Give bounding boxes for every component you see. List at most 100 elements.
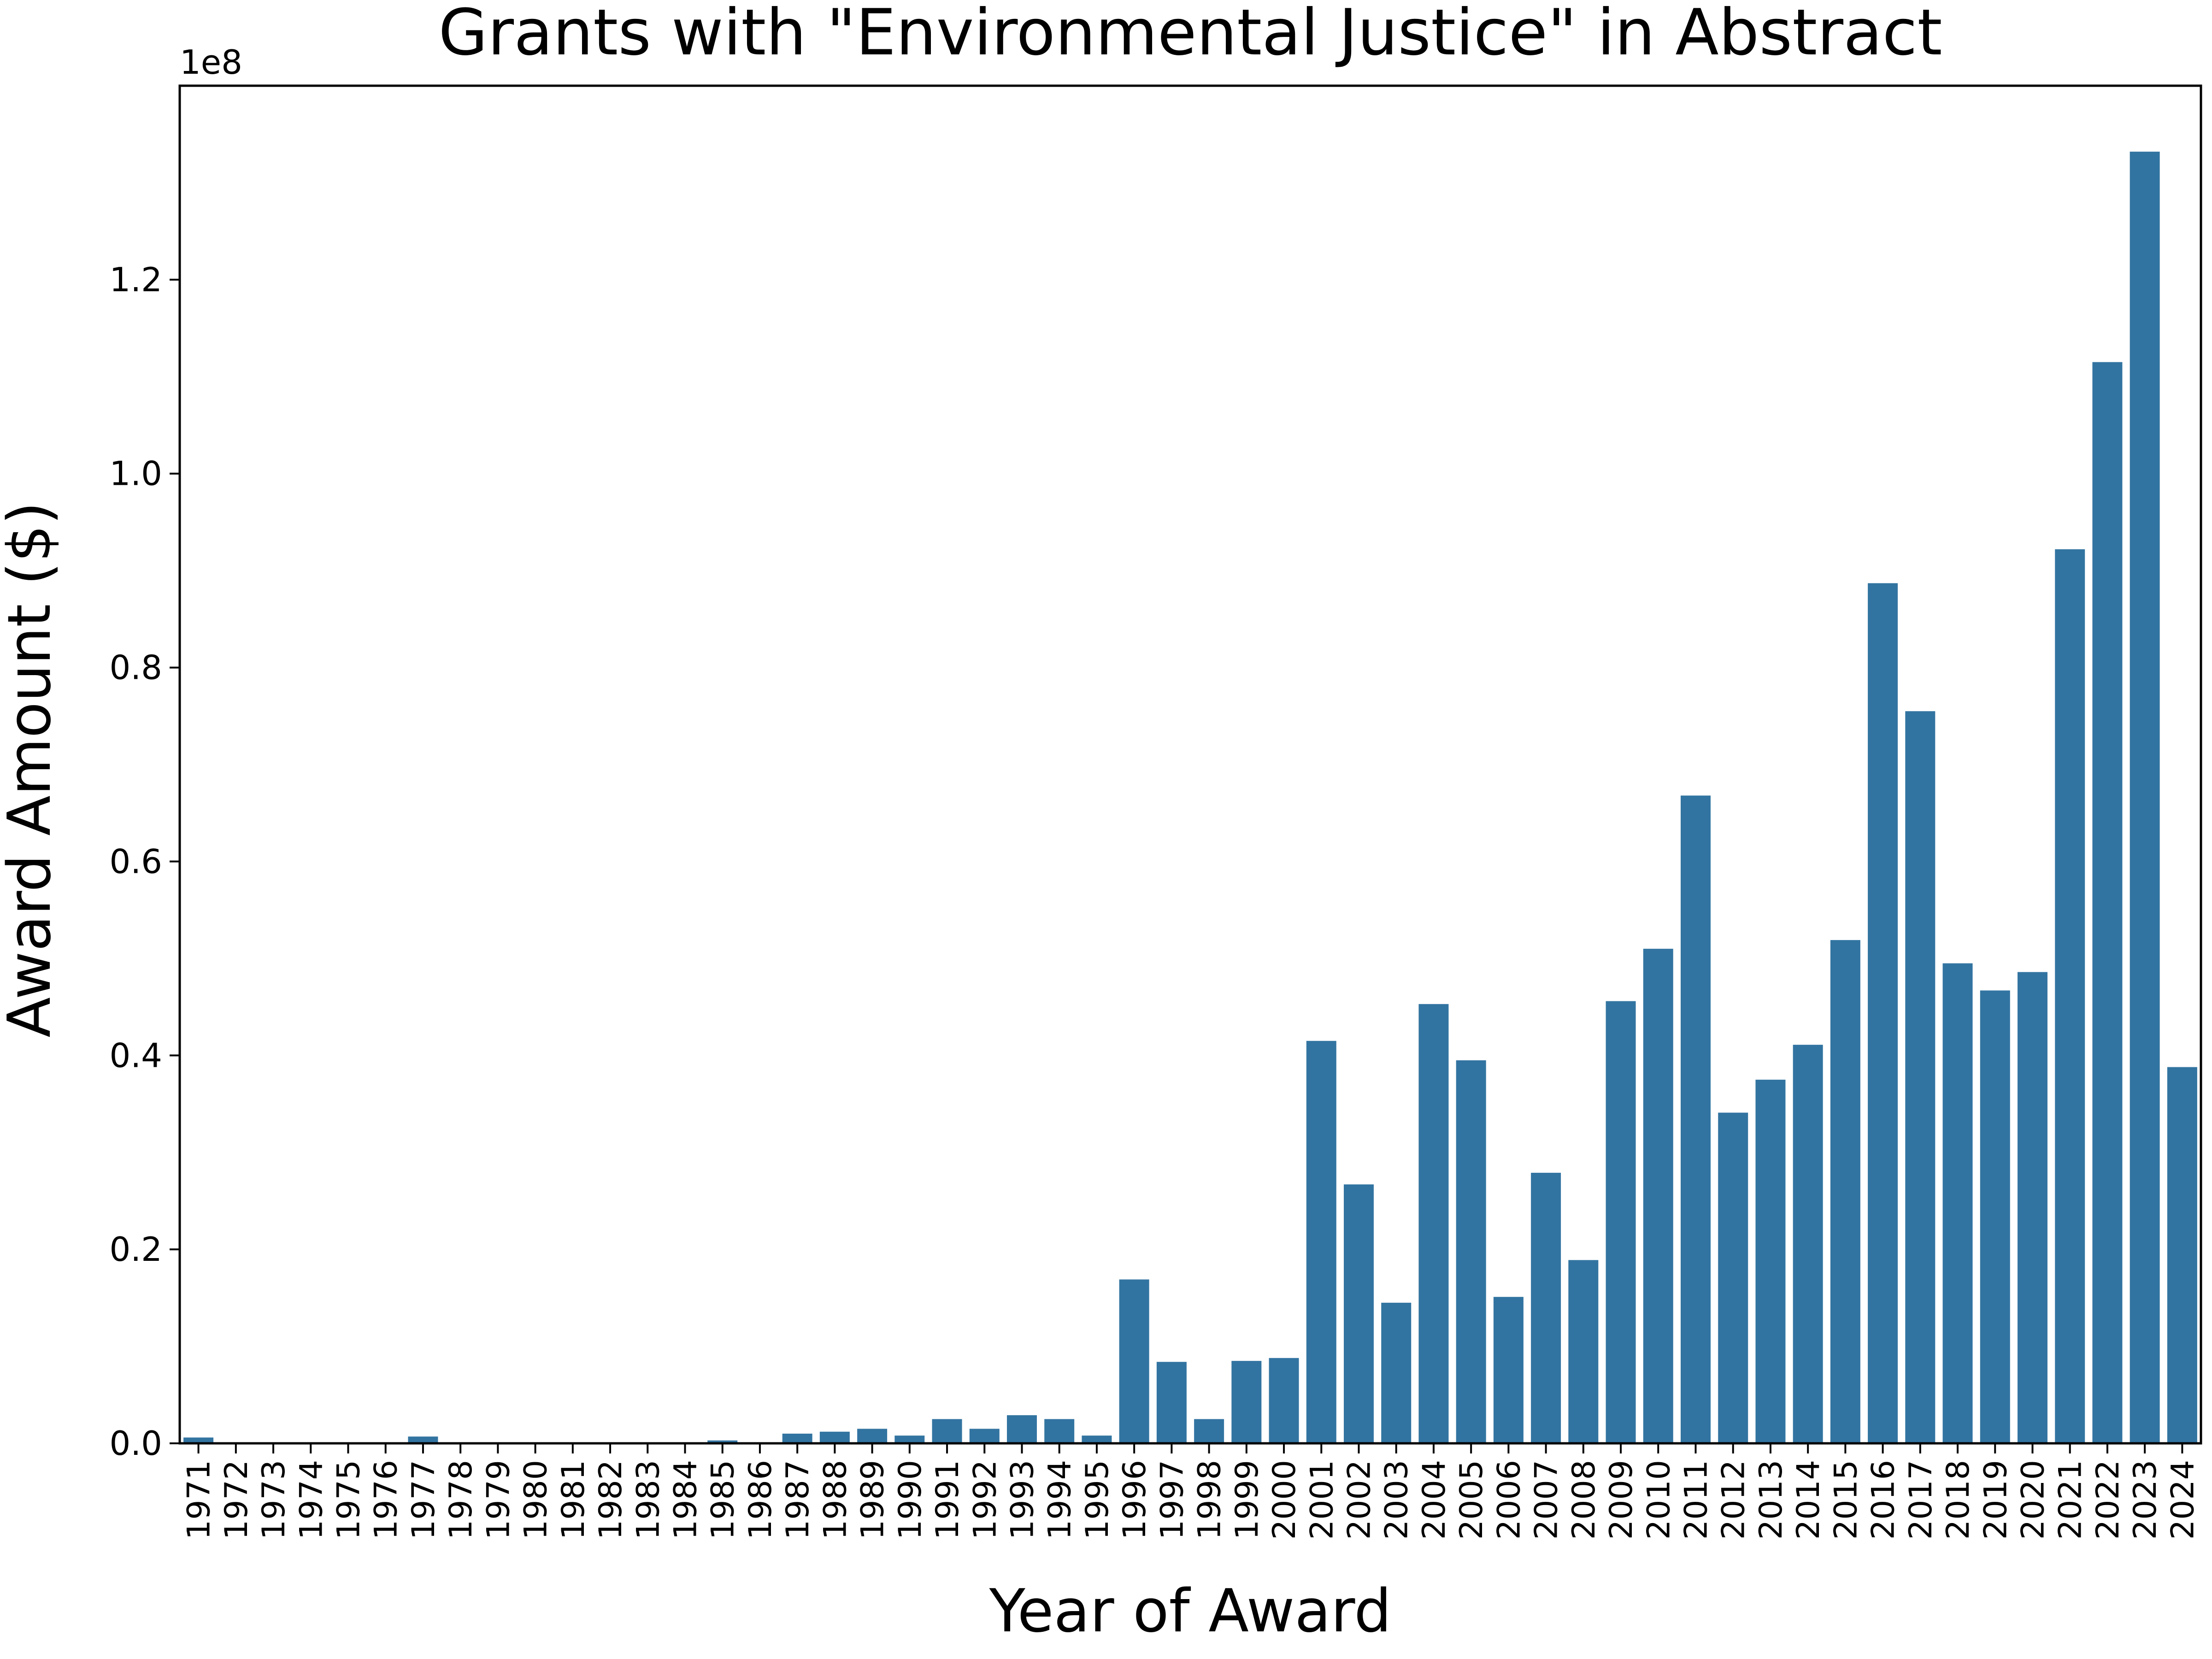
bar-1971 — [183, 1437, 214, 1443]
x-tick-label: 1985 — [705, 1460, 741, 1540]
bar-2015 — [1830, 940, 1860, 1443]
x-tick-label: 1980 — [518, 1460, 554, 1540]
bar-2016 — [1868, 583, 1898, 1443]
bar-2005 — [1456, 1060, 1486, 1443]
x-tick-label: 2011 — [1678, 1460, 1715, 1540]
bar-2009 — [1606, 1001, 1636, 1443]
x-tick-label: 2008 — [1566, 1460, 1602, 1540]
y-tick-label: 0.8 — [109, 648, 162, 687]
x-tick-label: 2019 — [1977, 1460, 2014, 1540]
x-tick-label: 2023 — [2127, 1460, 2164, 1540]
bar-2021 — [2055, 549, 2085, 1443]
x-tick-label: 2001 — [1304, 1460, 1340, 1540]
bar-2013 — [1755, 1079, 1786, 1443]
x-tick-label: 2024 — [2165, 1460, 2201, 1540]
x-tick-label: 1989 — [855, 1460, 891, 1540]
x-tick-label: 1976 — [368, 1460, 405, 1540]
y-axis-offset-label: 1e8 — [180, 43, 242, 82]
bar-2008 — [1568, 1260, 1599, 1443]
x-tick-label: 1986 — [742, 1460, 779, 1540]
x-tick-label: 2006 — [1491, 1460, 1527, 1540]
bar-1995 — [1082, 1435, 1112, 1443]
bar-1996 — [1119, 1279, 1149, 1443]
x-tick-label: 1975 — [331, 1460, 367, 1540]
x-tick-label: 1984 — [668, 1460, 704, 1540]
x-tick-label: 1973 — [256, 1460, 292, 1540]
y-tick-label: 0.2 — [109, 1230, 162, 1269]
x-tick-label: 2003 — [1379, 1460, 1415, 1540]
y-tick-label: 1.0 — [109, 454, 162, 493]
bar-2023 — [2130, 152, 2160, 1443]
x-tick-label: 1982 — [593, 1460, 629, 1540]
bar-2020 — [2018, 972, 2047, 1443]
plot-frame — [178, 84, 2202, 1445]
bar-1992 — [969, 1429, 1000, 1443]
x-tick-label: 2000 — [1266, 1460, 1303, 1540]
bar-2002 — [1344, 1184, 1374, 1443]
x-tick-label: 2015 — [1828, 1460, 1864, 1540]
x-tick-label: 1991 — [930, 1460, 966, 1540]
bar-2000 — [1269, 1358, 1299, 1443]
y-axis: 0.0 0.2 0.4 0.6 0.8 1.0 1.2 — [109, 260, 180, 1463]
bar-1985 — [707, 1440, 738, 1443]
x-tick-label: 2020 — [2015, 1460, 2052, 1540]
bar-1990 — [894, 1435, 925, 1443]
bar-2006 — [1493, 1297, 1524, 1443]
x-tick-label: 2018 — [1940, 1460, 1977, 1540]
x-tick-label: 2013 — [1753, 1460, 1789, 1540]
x-axis: 1971 1972 1973 1974 1975 1976 1977 1978 1979 1980… — [181, 1443, 2201, 1540]
bar-2017 — [1905, 711, 1936, 1443]
bar-2010 — [1643, 948, 1673, 1443]
x-tick-label: 2021 — [2053, 1460, 2089, 1540]
bar-2001 — [1306, 1041, 1336, 1443]
x-axis-label: Year of Award — [989, 1577, 1392, 1646]
x-tick-label: 2009 — [1603, 1460, 1640, 1540]
bar-2012 — [1718, 1112, 1748, 1443]
y-tick-label: 0.6 — [109, 842, 162, 881]
y-tick-label: 1.2 — [109, 260, 162, 299]
bar-series — [183, 152, 2197, 1443]
bar-2003 — [1381, 1302, 1412, 1443]
x-tick-label: 1978 — [443, 1460, 479, 1540]
chart-title: Grants with "Environmental Justice" in A… — [438, 0, 1942, 70]
bar-1998 — [1194, 1419, 1224, 1443]
x-tick-label: 2014 — [1790, 1460, 1827, 1540]
bar-2022 — [2092, 362, 2123, 1443]
bar-1977 — [408, 1436, 438, 1443]
bar-1988 — [819, 1431, 850, 1443]
bar-2004 — [1418, 1004, 1449, 1443]
x-tick-label: 2022 — [2090, 1460, 2126, 1540]
bar-2014 — [1793, 1045, 1823, 1443]
y-axis-label: Award Amount ($) — [0, 502, 64, 1038]
bar-2024 — [2167, 1067, 2197, 1443]
y-tick-label: 0.4 — [109, 1036, 162, 1075]
bar-1994 — [1044, 1419, 1075, 1443]
x-tick-label: 1995 — [1079, 1460, 1116, 1540]
x-tick-label: 1996 — [1117, 1460, 1153, 1540]
x-tick-label: 1990 — [892, 1460, 929, 1540]
x-tick-label: 2017 — [1903, 1460, 1939, 1540]
bar-1997 — [1156, 1362, 1187, 1443]
x-tick-label: 1988 — [817, 1460, 853, 1540]
bar-1989 — [857, 1429, 888, 1443]
bar-2007 — [1531, 1172, 1561, 1443]
bar-2018 — [1942, 963, 1973, 1443]
x-tick-label: 2007 — [1529, 1460, 1565, 1540]
x-tick-label: 1979 — [480, 1460, 517, 1540]
x-tick-label: 1994 — [1042, 1460, 1078, 1540]
bar-1993 — [1007, 1415, 1037, 1443]
x-tick-label: 2002 — [1341, 1460, 1378, 1540]
bar-1991 — [932, 1419, 962, 1443]
x-tick-label: 1971 — [181, 1460, 218, 1540]
x-tick-label: 1987 — [780, 1460, 816, 1540]
bar-1999 — [1231, 1361, 1262, 1443]
x-tick-label: 2012 — [1716, 1460, 1752, 1540]
x-tick-label: 1981 — [555, 1460, 592, 1540]
bar-1987 — [782, 1433, 812, 1443]
x-tick-label: 1972 — [218, 1460, 255, 1540]
x-tick-label: 1993 — [1005, 1460, 1041, 1540]
x-tick-label: 2005 — [1453, 1460, 1490, 1540]
x-tick-label: 1998 — [1192, 1460, 1228, 1540]
bar-2019 — [1980, 990, 2010, 1443]
